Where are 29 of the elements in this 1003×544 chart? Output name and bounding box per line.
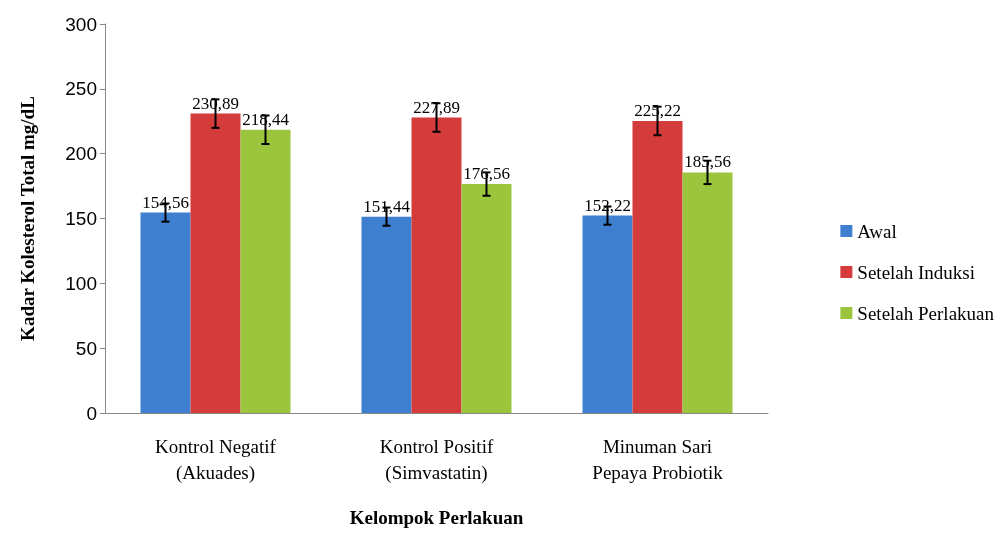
- legend-label: Setelah Induksi: [857, 261, 976, 283]
- bar: [461, 184, 512, 413]
- bar: [240, 129, 291, 413]
- bar: [411, 117, 462, 413]
- bar: [140, 212, 191, 413]
- data-label: 152,22: [584, 195, 631, 215]
- y-tick-label: 300: [65, 13, 97, 35]
- y-axis-title: Kadar Kolesterol Total mg/dL: [17, 96, 38, 341]
- y-tick-label: 150: [65, 208, 97, 229]
- y-tick-label: 50: [75, 337, 97, 359]
- bar: [682, 172, 733, 413]
- data-label: 176,56: [463, 164, 510, 184]
- y-tick-label: 0: [86, 402, 97, 424]
- bar: [582, 215, 633, 413]
- x-tick-label: Minuman Sari Pepaya Probiotik: [592, 435, 724, 483]
- legend-label: Awal: [857, 220, 897, 242]
- y-tick-label: 100: [65, 272, 97, 294]
- x-axis-title: Kelompok Perlakuan: [349, 507, 524, 528]
- x-tick-label: Kontrol Negatif (Akuades): [155, 435, 277, 484]
- legend-label: Setelah Perlakuan: [857, 302, 995, 324]
- x-tick-label: Kontrol Positif (Simvastatin): [379, 435, 494, 484]
- y-tick-label: 200: [65, 143, 97, 165]
- data-label: 151,44: [363, 196, 411, 216]
- bar: [190, 113, 241, 413]
- data-label: 154,56: [142, 192, 189, 212]
- bar: [632, 120, 683, 413]
- bar: [361, 216, 412, 413]
- data-label: 185,56: [684, 152, 731, 172]
- y-tick-label: 250: [65, 78, 97, 100]
